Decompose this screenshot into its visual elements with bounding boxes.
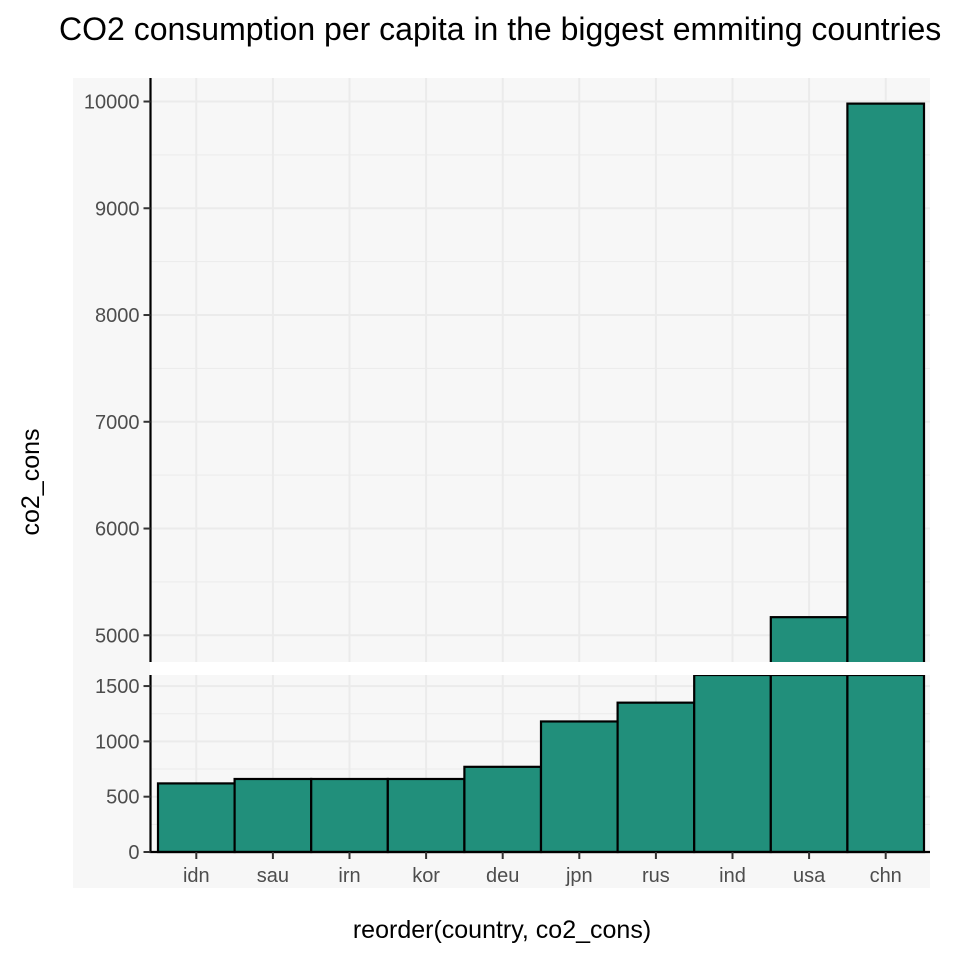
axis-break-gap (150, 662, 930, 675)
bars (156, 102, 926, 854)
axes (149, 78, 930, 854)
bar-usa (769, 673, 849, 854)
y-tick-label-lower: 500 (106, 787, 139, 809)
bar-irn (310, 777, 389, 854)
x-axis-title: reorder(country, co2_cons) (353, 916, 651, 944)
x-tick-label-ind: ind (719, 865, 746, 887)
chart-title: CO2 consumption per capita in the bigges… (59, 11, 941, 47)
y-tick-label-upper: 6000 (95, 519, 140, 541)
x-tick-label-sau: sau (257, 865, 289, 887)
x-tick-label-irn: irn (338, 865, 360, 887)
bar-idn (156, 782, 236, 854)
x-tick-label-jpn: jpn (565, 865, 593, 887)
y-tick-label-upper: 10000 (84, 91, 140, 113)
bar-kor (386, 777, 466, 854)
x-tick-label-usa: usa (793, 865, 826, 887)
bar-ind (693, 673, 772, 854)
x-tick-label-rus: rus (642, 865, 670, 887)
bar-sau (233, 777, 313, 854)
y-tick-label-lower: 1500 (95, 676, 140, 698)
x-tick-label-chn: chn (870, 865, 902, 887)
y-tick-label-lower: 0 (128, 842, 139, 864)
x-tick-label-deu: deu (486, 865, 519, 887)
x-ticks: idn sau irn kor deu jpn rus ind usa chn (183, 852, 902, 887)
y-tick-label-upper: 5000 (95, 625, 140, 647)
bar-jpn (539, 720, 619, 854)
y-tick-label-lower: 1000 (95, 731, 140, 753)
y-ticks: 5000 6000 7000 8000 9000 10000 0 500 1000 1500 (84, 91, 151, 864)
y-tick-label-upper: 9000 (95, 198, 140, 220)
bar-deu (463, 765, 543, 854)
bar-rus (616, 701, 696, 854)
bar-chn (846, 673, 926, 854)
y-axis-title: co2_cons (17, 428, 45, 535)
x-tick-label-kor: kor (412, 865, 440, 887)
bar-upper-usa (769, 616, 849, 666)
bar-upper-chn (846, 102, 926, 666)
x-tick-label-idn: idn (183, 865, 210, 887)
y-tick-label-upper: 8000 (95, 305, 140, 327)
y-tick-label-upper: 7000 (95, 412, 140, 434)
